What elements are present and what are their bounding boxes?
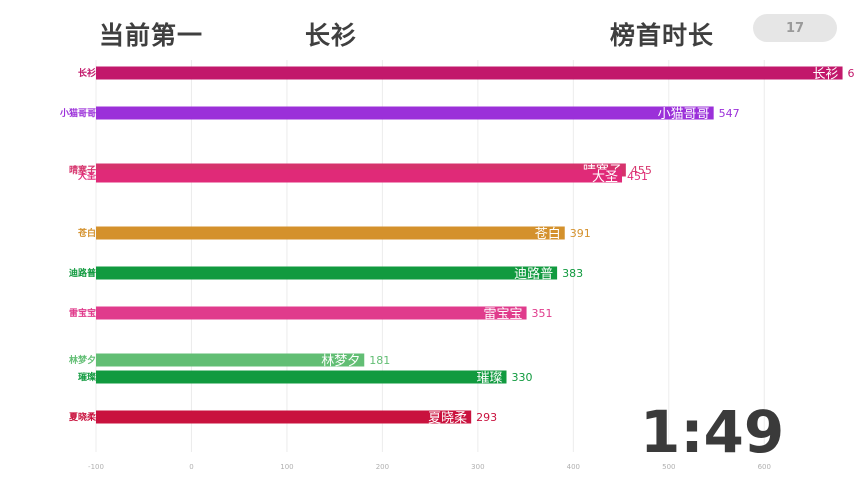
bar-name-label: 苍白 — [535, 226, 561, 242]
bar — [96, 370, 507, 384]
bar-name-label: 小猫哥哥 — [658, 107, 710, 122]
x-tick-label: 400 — [567, 463, 580, 471]
x-tick-label: 0 — [189, 463, 193, 471]
category-label: 晴寒子 — [69, 164, 96, 176]
logo-text: 17 — [785, 20, 805, 36]
category-label: 雷宝宝 — [69, 307, 96, 319]
value-label: 547 — [719, 107, 740, 120]
bar-name-label: 夏晓柔 — [428, 411, 467, 426]
channel-logo: 17 — [753, 14, 837, 42]
bar — [96, 226, 565, 240]
value-label: 330 — [512, 371, 533, 384]
category-label: 长衫 — [78, 67, 96, 79]
category-label: 璀璨 — [78, 371, 97, 383]
bar-name-label: 长衫 — [813, 67, 839, 82]
elapsed-timer: 1:49 — [640, 398, 785, 466]
bar — [96, 306, 527, 320]
x-tick-label: 600 — [758, 463, 771, 471]
category-label: 林梦夕 — [69, 354, 96, 366]
x-tick-label: -100 — [88, 463, 104, 471]
category-label: 夏晓柔 — [68, 411, 97, 423]
x-tick-label: 200 — [376, 463, 389, 471]
bar — [96, 353, 365, 367]
value-label: 293 — [476, 411, 497, 424]
value-label: 451 — [627, 170, 648, 183]
bar — [96, 169, 623, 183]
bar-name-label: 迪路普 — [514, 266, 553, 282]
bar-name-label: 大圣 — [592, 170, 618, 185]
value-label: 391 — [570, 227, 591, 240]
leader-label: 当前第一 — [99, 21, 204, 50]
bar — [96, 410, 472, 424]
value-label: 181 — [369, 354, 390, 367]
leader-name: 长衫 — [305, 21, 358, 50]
duration-label: 榜首时长 — [610, 21, 715, 50]
value-label: 351 — [532, 307, 553, 320]
bar-name-label: 林梦夕 — [321, 354, 360, 369]
bar — [96, 106, 714, 120]
category-label: 小猫哥哥 — [59, 107, 96, 119]
value-label: 682 — [848, 67, 854, 80]
category-label: 迪路普 — [69, 267, 96, 279]
bar-name-label: 璀璨 — [476, 371, 502, 386]
bar — [96, 266, 558, 280]
bar-name-label: 雷宝宝 — [484, 307, 523, 322]
bar — [96, 66, 843, 80]
value-label: 455 — [631, 164, 652, 177]
category-label: 大圣 — [78, 170, 97, 182]
x-tick-label: 500 — [662, 463, 675, 471]
category-label: 苍白 — [77, 227, 96, 239]
x-tick-label: 300 — [471, 463, 484, 471]
value-label: 383 — [562, 267, 583, 280]
x-tick-label: 100 — [280, 463, 293, 471]
